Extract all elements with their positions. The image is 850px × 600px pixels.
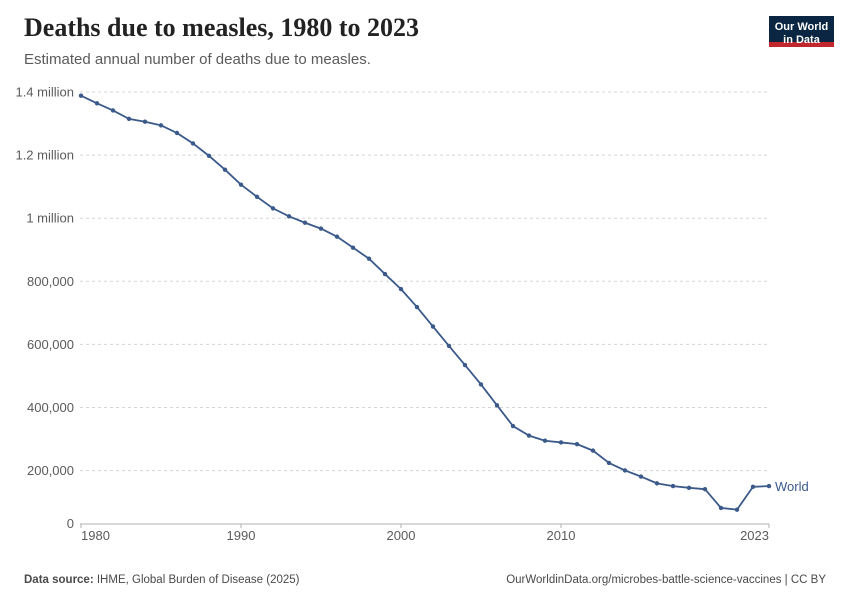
svg-text:2010: 2010 (547, 528, 576, 543)
svg-text:0: 0 (67, 516, 74, 531)
svg-text:2000: 2000 (387, 528, 416, 543)
svg-text:1 million: 1 million (26, 211, 74, 226)
svg-text:1.2 million: 1.2 million (15, 148, 74, 163)
svg-text:1.4 million: 1.4 million (15, 85, 74, 100)
svg-text:400,000: 400,000 (27, 400, 74, 415)
svg-text:600,000: 600,000 (27, 337, 74, 352)
svg-text:2023: 2023 (740, 528, 769, 543)
svg-text:800,000: 800,000 (27, 274, 74, 289)
svg-text:200,000: 200,000 (27, 463, 74, 478)
svg-text:World: World (775, 479, 809, 494)
svg-text:1980: 1980 (81, 528, 110, 543)
svg-text:1990: 1990 (227, 528, 256, 543)
